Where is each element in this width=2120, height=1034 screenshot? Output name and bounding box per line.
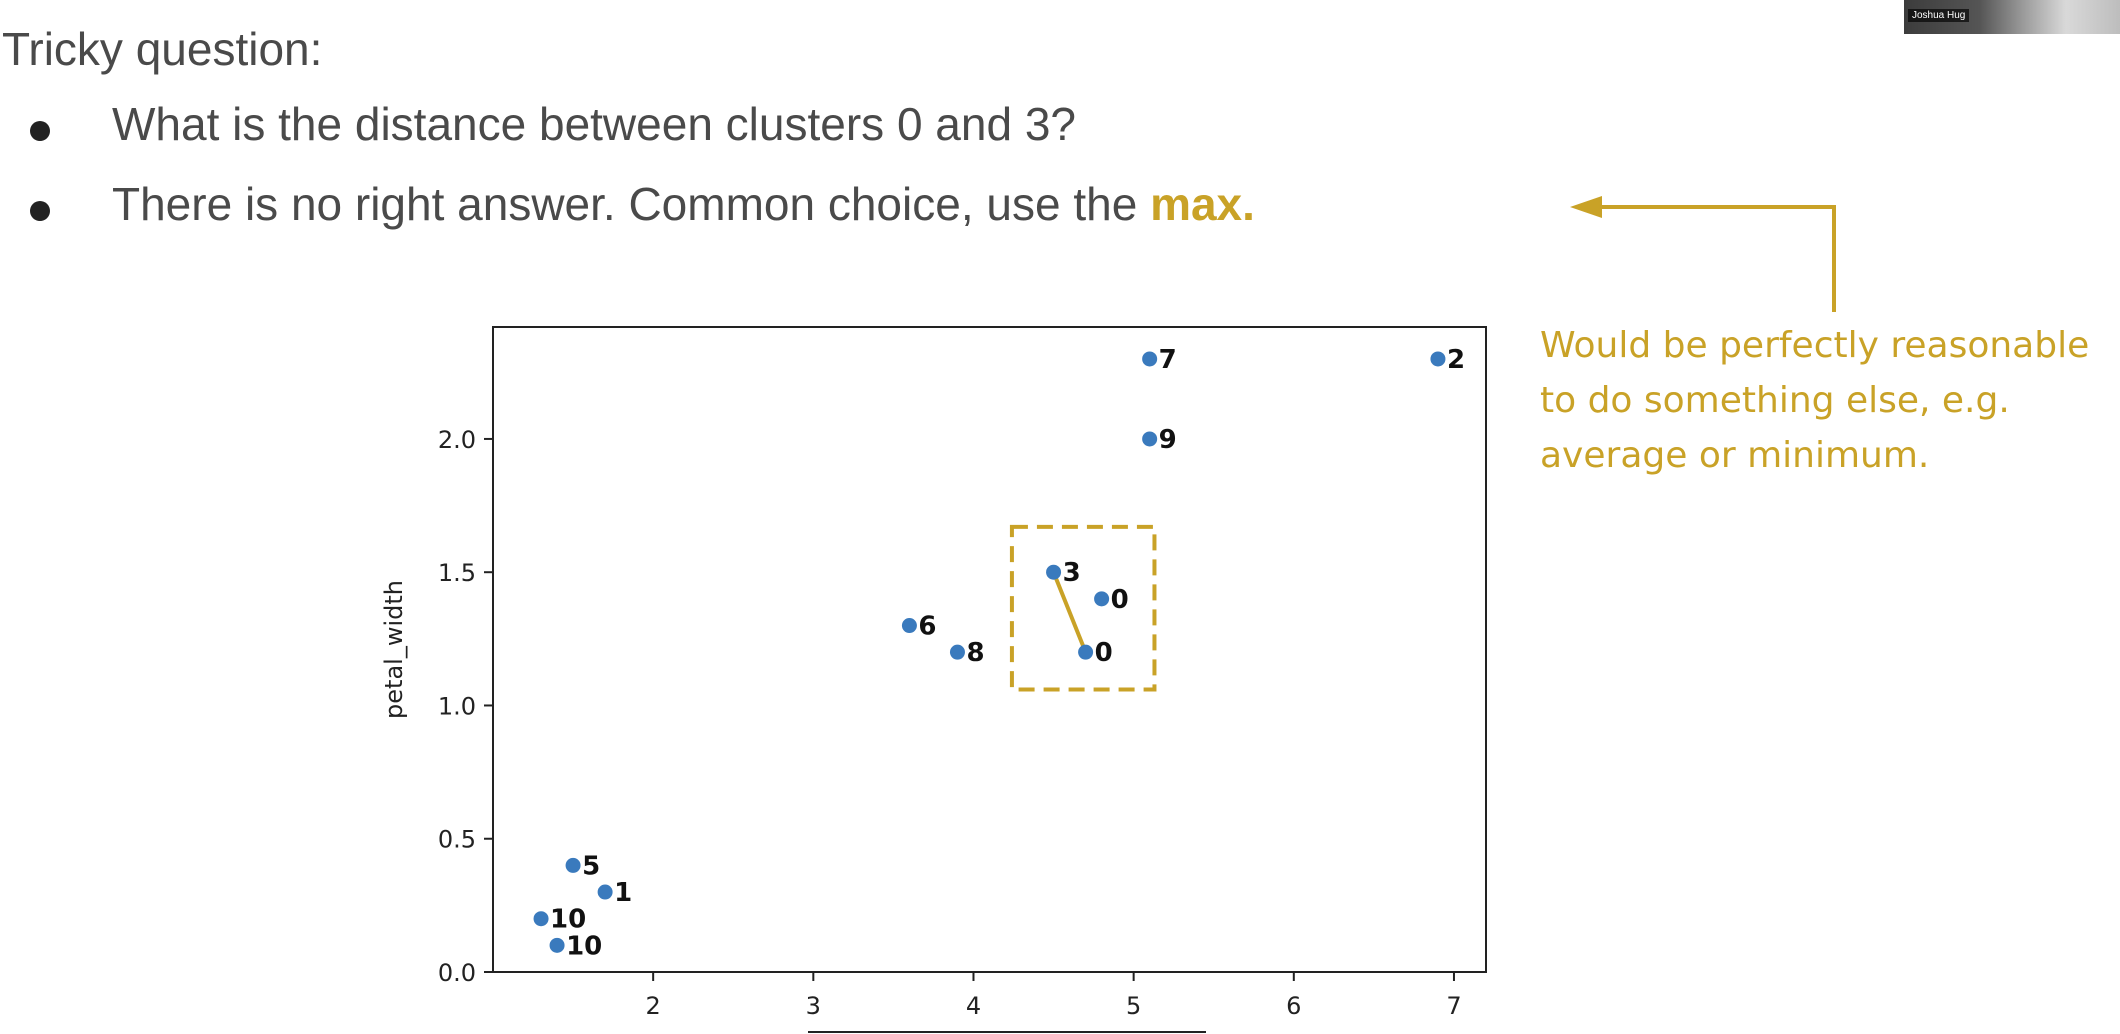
scatter-point [901,618,917,634]
scatter-point [597,884,613,900]
x-tick-label: 6 [1286,992,1301,1020]
point-label: 0 [1111,585,1129,615]
point-label: 2 [1447,345,1465,375]
bullet-item-question: What is the distance between clusters 0 … [0,95,1500,175]
scatter-point [1046,564,1062,580]
bullet-emphasis: max. [1150,178,1255,230]
scatter-point [1142,351,1158,367]
scatter-point [1078,644,1094,660]
scatter-point [949,644,965,660]
highlight-box [1009,524,1157,692]
point-label: 7 [1159,345,1177,375]
point-label: 3 [1063,558,1081,588]
scatter-point [565,857,581,873]
webcam-thumbnail: Joshua Hug [1904,0,2120,34]
x-tick-label: 3 [806,992,821,1020]
bullet-dot-icon [30,201,50,221]
bullet-item-answer: There is no right answer. Common choice,… [0,175,1500,255]
annotation-line: average or minimum. [1540,435,1930,476]
webcam-name-label: Joshua Hug [1908,9,1970,22]
bullet-dot-icon [30,121,50,141]
point-label: 9 [1159,425,1177,455]
point-label: 10 [550,905,586,935]
scatter-point [533,911,549,927]
scatter-point [549,937,565,953]
scatter-point [1430,351,1446,367]
point-label: 8 [966,638,984,668]
bullet-text: What is the distance between clusters 0 … [112,98,1077,150]
point-label: 0 [1095,638,1113,668]
point-label: 6 [918,612,936,642]
point-label: 10 [566,931,602,961]
y-tick-label: 2.0 [438,426,476,454]
bullet-text-wrapper: There is no right answer. Common choice,… [112,177,1255,231]
annotation-text: Would be perfectly reasonable to do some… [1540,318,2116,483]
bullet-text: There is no right answer. Common choice,… [112,178,1151,230]
y-tick-label: 0.5 [438,826,476,854]
x-tick-label: 7 [1446,992,1461,1020]
bottom-divider [808,1031,1206,1033]
x-tick-label: 4 [966,992,981,1020]
x-tick-label: 5 [1126,992,1141,1020]
y-axis-label: petal_width [380,580,408,719]
scatter-point [1094,591,1110,607]
scatter-point [1142,431,1158,447]
plot-frame [492,326,1487,973]
bullet-list: What is the distance between clusters 0 … [0,95,1500,255]
annotation-line: Would be perfectly reasonable [1540,325,2090,366]
x-tick-label: 2 [646,992,661,1020]
point-label: 5 [582,851,600,881]
y-tick-label: 1.0 [438,692,476,720]
annotation-line: to do something else, e.g. [1540,380,2010,421]
y-tick-label: 1.5 [438,559,476,587]
point-label: 1 [614,878,632,908]
y-tick-label: 0.0 [438,959,476,987]
cluster-distance-line [1051,571,1088,653]
annotation-arrow-icon [1570,196,1836,312]
slide-heading: Tricky question: [2,23,323,75]
